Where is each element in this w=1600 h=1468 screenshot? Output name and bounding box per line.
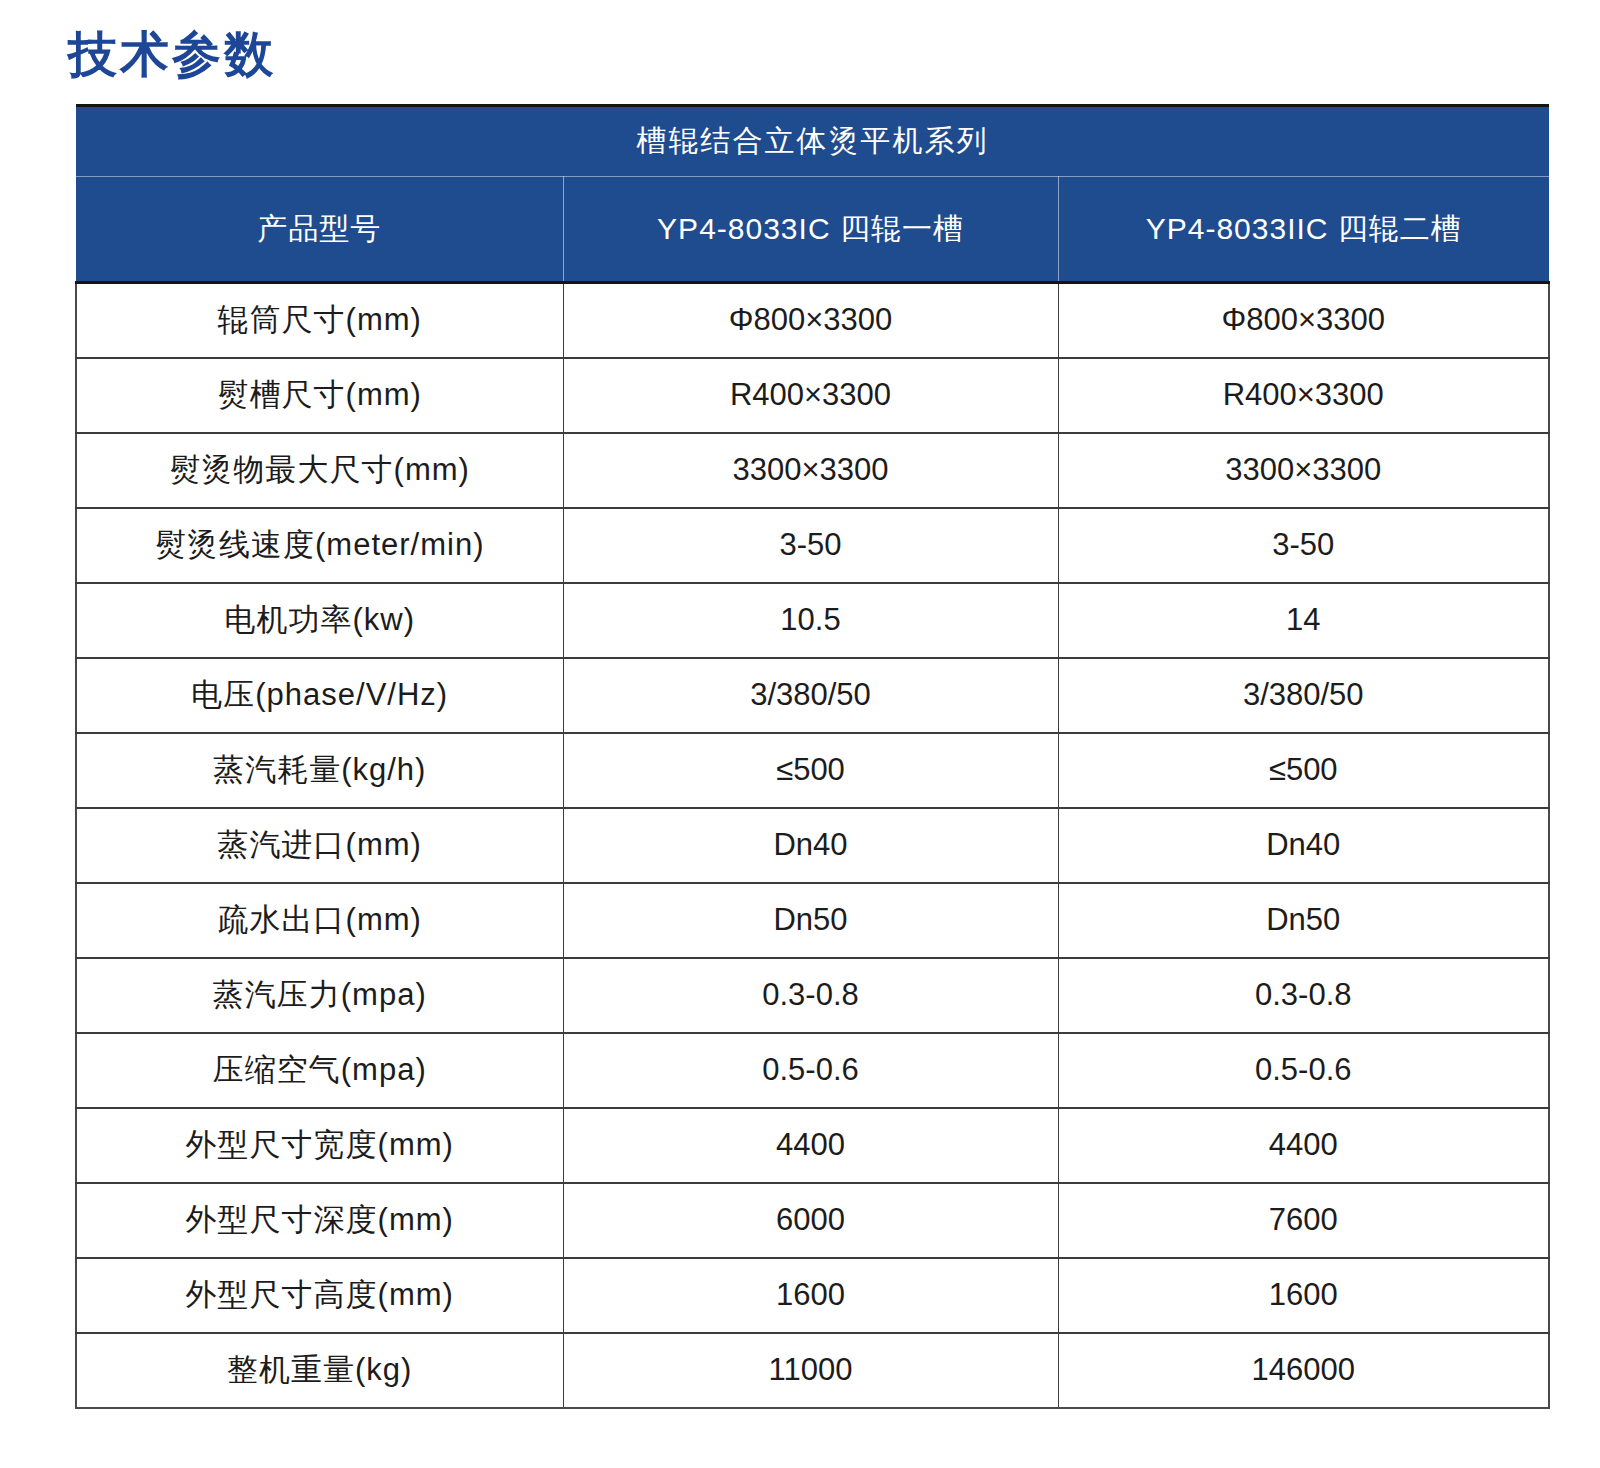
row-label: 蒸汽耗量(kg/h) [76, 733, 563, 808]
cell-value: 4400 [1058, 1108, 1549, 1183]
cell-value: 3/380/50 [1058, 658, 1549, 733]
series-header-cell: 槽辊结合立体烫平机系列 [76, 106, 1549, 177]
cell-value: 4400 [563, 1108, 1058, 1183]
cell-value: 0.3-0.8 [563, 958, 1058, 1033]
table-row: 电压(phase/V/Hz) 3/380/50 3/380/50 [76, 658, 1549, 733]
row-label: 蒸汽进口(mm) [76, 808, 563, 883]
table-body: 辊筒尺寸(mm) Φ800×3300 Φ800×3300 熨槽尺寸(mm) R4… [76, 283, 1549, 1408]
table-row: 蒸汽进口(mm) Dn40 Dn40 [76, 808, 1549, 883]
cell-value: 11000 [563, 1333, 1058, 1408]
page-title: 技术参数 [68, 22, 276, 88]
series-header-row: 槽辊结合立体烫平机系列 [76, 106, 1549, 177]
cell-value: Dn40 [563, 808, 1058, 883]
row-label: 蒸汽压力(mpa) [76, 958, 563, 1033]
cell-value: Dn40 [1058, 808, 1549, 883]
row-label: 外型尺寸深度(mm) [76, 1183, 563, 1258]
table-row: 压缩空气(mpa) 0.5-0.6 0.5-0.6 [76, 1033, 1549, 1108]
cell-value: Dn50 [1058, 883, 1549, 958]
cell-value: 3/380/50 [563, 658, 1058, 733]
cell-value: 1600 [1058, 1258, 1549, 1333]
cell-value: 3-50 [1058, 508, 1549, 583]
row-label: 熨烫物最大尺寸(mm) [76, 433, 563, 508]
table-row: 熨槽尺寸(mm) R400×3300 R400×3300 [76, 358, 1549, 433]
cell-value: 3300×3300 [1058, 433, 1549, 508]
column-header-product-model: 产品型号 [76, 177, 563, 283]
cell-value: 0.5-0.6 [563, 1033, 1058, 1108]
cell-value: 1600 [563, 1258, 1058, 1333]
row-label: 外型尺寸高度(mm) [76, 1258, 563, 1333]
column-header-model-1: YP4-8033IC 四辊一槽 [563, 177, 1058, 283]
cell-value: 7600 [1058, 1183, 1549, 1258]
row-label: 熨槽尺寸(mm) [76, 358, 563, 433]
row-label: 整机重量(kg) [76, 1333, 563, 1408]
spec-table: 槽辊结合立体烫平机系列 产品型号 YP4-8033IC 四辊一槽 YP4-803… [75, 104, 1550, 1409]
cell-value: 10.5 [563, 583, 1058, 658]
column-header-model-2: YP4-8033IIC 四辊二槽 [1058, 177, 1549, 283]
table-row: 外型尺寸宽度(mm) 4400 4400 [76, 1108, 1549, 1183]
table-row: 熨烫线速度(meter/min) 3-50 3-50 [76, 508, 1549, 583]
row-label: 疏水出口(mm) [76, 883, 563, 958]
row-label: 外型尺寸宽度(mm) [76, 1108, 563, 1183]
table-row: 蒸汽压力(mpa) 0.3-0.8 0.3-0.8 [76, 958, 1549, 1033]
table-row: 辊筒尺寸(mm) Φ800×3300 Φ800×3300 [76, 283, 1549, 358]
cell-value: Dn50 [563, 883, 1058, 958]
cell-value: Φ800×3300 [1058, 283, 1549, 358]
table-row: 蒸汽耗量(kg/h) ≤500 ≤500 [76, 733, 1549, 808]
cell-value: Φ800×3300 [563, 283, 1058, 358]
cell-value: 14 [1058, 583, 1549, 658]
cell-value: ≤500 [563, 733, 1058, 808]
page: 技术参数 槽辊结合立体烫平机系列 产品型号 YP4-8033IC 四辊一槽 YP… [0, 0, 1600, 1468]
row-label: 辊筒尺寸(mm) [76, 283, 563, 358]
cell-value: 146000 [1058, 1333, 1549, 1408]
cell-value: 3-50 [563, 508, 1058, 583]
cell-value: R400×3300 [563, 358, 1058, 433]
table-row: 外型尺寸深度(mm) 6000 7600 [76, 1183, 1549, 1258]
column-header-row: 产品型号 YP4-8033IC 四辊一槽 YP4-8033IIC 四辊二槽 [76, 177, 1549, 283]
table-header: 槽辊结合立体烫平机系列 产品型号 YP4-8033IC 四辊一槽 YP4-803… [76, 106, 1549, 283]
cell-value: 3300×3300 [563, 433, 1058, 508]
table-row: 外型尺寸高度(mm) 1600 1600 [76, 1258, 1549, 1333]
row-label: 电压(phase/V/Hz) [76, 658, 563, 733]
cell-value: 0.3-0.8 [1058, 958, 1549, 1033]
cell-value: ≤500 [1058, 733, 1549, 808]
row-label: 熨烫线速度(meter/min) [76, 508, 563, 583]
row-label: 电机功率(kw) [76, 583, 563, 658]
row-label: 压缩空气(mpa) [76, 1033, 563, 1108]
table-row: 熨烫物最大尺寸(mm) 3300×3300 3300×3300 [76, 433, 1549, 508]
table-row: 疏水出口(mm) Dn50 Dn50 [76, 883, 1549, 958]
cell-value: R400×3300 [1058, 358, 1549, 433]
table-row: 电机功率(kw) 10.5 14 [76, 583, 1549, 658]
cell-value: 0.5-0.6 [1058, 1033, 1549, 1108]
cell-value: 6000 [563, 1183, 1058, 1258]
table-row: 整机重量(kg) 11000 146000 [76, 1333, 1549, 1408]
